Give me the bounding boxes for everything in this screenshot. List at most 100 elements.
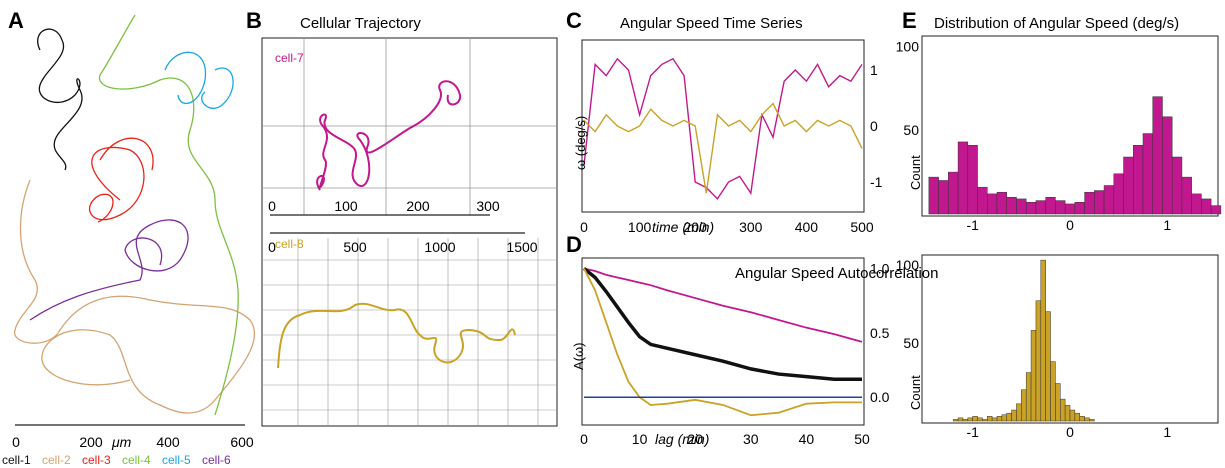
hist-bar [996,416,1003,422]
hist-bar [977,417,983,422]
hist-bar [1055,200,1066,215]
legend-cell-6: cell-6 [202,453,231,467]
y-tick-label: -1 [870,174,883,190]
panel-b-label: B [246,8,262,33]
hist-bar [1006,196,1017,215]
panel-d-ticks: 0 10 20 30 40 50 1.0 0.5 0.0 [580,260,890,447]
hist-bar [1142,133,1153,215]
hist-bar [1094,190,1105,215]
panel-d-frame [581,257,865,426]
series-0-line [583,267,863,343]
legend-cell-2: cell-2 [42,453,71,467]
cell-7-x-tick: 0 [268,198,276,214]
cell-7-plot: cell-7 0 100 200 300 [262,38,557,216]
cell-7-x-tick: 200 [406,198,430,214]
panel-c-frame [581,39,865,213]
x-tick-label: 30 [743,431,759,447]
x-tick-label: 300 [739,219,763,235]
hist-bar [928,176,939,215]
cell-4-trajectory [99,14,239,416]
hist-bar [957,417,964,422]
hist-bar [1123,156,1134,215]
panel-c-y-label: ω (deg/s) [573,116,588,170]
panel-b-frame [261,37,558,427]
hist-bar [962,419,969,422]
cell-8-x-tick: 1000 [424,239,455,255]
panel-d-y-label: A(ω) [571,343,586,370]
x-tick-label: 10 [632,431,648,447]
hist-bar [1210,205,1222,215]
hist-bar [1181,176,1192,215]
y-tick-label: 50 [903,335,919,351]
hist-bar [1069,409,1076,422]
x-tick-label: 600 [230,434,254,450]
y-tick-label: 0 [870,118,878,134]
hist-bar [1074,202,1085,215]
cell-trajectories [14,14,256,416]
panel-d-series [582,267,863,417]
hist-bar [1084,417,1090,422]
x-tick-label: 40 [799,431,815,447]
hist-bottom-frame [921,254,1219,424]
hist-top-frame [921,35,1219,217]
hist-bar [972,416,978,422]
hist-bar [1021,389,1027,422]
legend-cell-5: cell-5 [162,453,191,467]
cell-7-x-tick: 300 [476,198,500,214]
hist-bar [1074,412,1080,422]
hist-bar [1064,405,1071,422]
hist-bar [957,141,969,215]
panel-d-title: Angular Speed Autocorrelation [735,265,938,282]
cell-3-trajectory [89,137,154,223]
x-tick-label: 0 [580,219,588,235]
y-tick-label: 100 [896,257,920,273]
hist-bar [1040,259,1046,422]
x-tick-label: 0 [580,431,588,447]
x-tick-label: 200 [684,219,708,235]
panel-c-label: C [566,8,582,33]
series-0-line [583,57,863,200]
hist-bar [1064,203,1076,215]
hist-bar [1025,202,1037,215]
cell-7-grid [262,38,557,215]
hist-bar [948,171,959,215]
hist-bar [987,416,993,422]
panel-a: A 0 200 400 600 μm cell-1 cell-2 cell-3 … [2,8,256,467]
y-tick-label: 0.5 [870,325,890,341]
hist-bar [982,419,988,422]
hist-bar [1060,398,1066,422]
hist-bar [1103,185,1115,215]
cell-8-x-tick: 1500 [506,239,537,255]
hist-bar [1171,156,1183,215]
panel-b-title: Cellular Trajectory [300,15,421,32]
x-tick-label: 500 [850,219,874,235]
hist-bottom-y-label: Count [908,375,923,410]
x-tick-label: 0 [1066,217,1074,233]
hist-bar [1025,372,1032,422]
y-tick-label: 1.0 [870,260,890,276]
x-tick-label: 100 [628,219,652,235]
x-tick-label: 1 [1163,217,1171,233]
hist-top-y-label: Count [908,155,923,190]
hist-bar [1045,311,1051,422]
hist-bar [967,417,973,422]
hist-bar [1191,193,1202,215]
cell-8-label: cell-8 [275,237,304,251]
hist-bar [967,145,978,215]
hist-bar [1035,200,1046,215]
hist-bar [952,419,959,422]
hist-bar [1001,414,1007,422]
cell-7-label: cell-7 [275,51,304,65]
cell-8-x-tick: 0 [268,239,276,255]
hist-bar [1011,409,1017,422]
x-tick-label: -1 [966,424,979,440]
panel-e-title: Distribution of Angular Speed (deg/s) [934,15,1179,32]
hist-bar [1079,416,1085,422]
panel-d: D 0 10 20 30 40 50 1.0 0.5 0.0 Angular Speed Aut… [566,232,938,447]
hist-bar [1016,198,1027,215]
panel-c-ticks: 0 100 200 300 400 500 1 0 -1 [580,62,883,235]
panel-c-x-label: time (min) [652,219,714,235]
panel-e-label: E [902,8,917,33]
cell-7-x-tick: 100 [334,198,358,214]
